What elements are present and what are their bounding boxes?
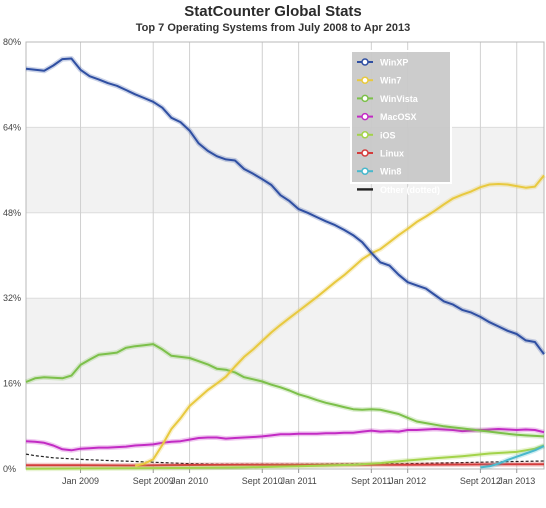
legend-marker-linux [361,149,369,157]
x-tick-label: Jan 2013 [498,476,535,486]
y-tick-label: 0% [3,464,16,474]
legend-marker-macosx [361,112,369,121]
y-tick-label: 16% [3,379,21,389]
legend-label-win7: Win7 [380,76,401,86]
legend-marker-win8 [361,167,369,175]
grid-band [26,383,544,469]
series-line-winvista [25,343,545,438]
x-tick-label: Sept 2011 [351,476,391,486]
y-tick-label: 64% [3,122,21,132]
legend-label-winvista: WinVista [380,94,419,104]
y-tick-label: 80% [3,37,21,47]
series-line-other-dotted [25,453,545,465]
legend-label-ios: iOS [380,130,396,140]
legend-label-winxp: WinXP [380,58,408,68]
x-tick-label: Jan 2011 [280,476,316,486]
y-tick-label: 32% [3,293,21,303]
series-line-winxp [25,57,545,355]
grid-band [26,298,544,384]
legend-marker-ios [361,131,369,139]
x-tick-label: Sept 2012 [460,476,501,486]
series-line-ios [25,444,545,470]
x-tick-label: Jan 2012 [389,476,426,486]
legend-marker-winvista [361,94,369,103]
legend-marker-win7 [361,76,369,84]
y-tick-label: 48% [3,208,21,218]
grid-band [26,42,544,128]
x-tick-label: Jan 2010 [171,476,208,486]
plot-area-border [25,41,545,470]
legend-label-linux: Linux [380,149,404,159]
chart-subtitle: Top 7 Operating Systems from July 2008 t… [135,22,411,34]
legend-marker-winxp [361,58,369,66]
series-line-win7 [134,174,545,467]
series-line-linux [26,463,544,467]
chart-title: StatCounter Global Stats [184,3,362,20]
legend-label-macosx: MacOSX [380,112,417,122]
grid-band [26,212,544,299]
legend-label-other-dotted: Other (dotted) [380,185,440,195]
series-line-win8 [480,445,545,469]
series-line-macosx [25,428,545,452]
x-tick-label: Sept 2009 [133,476,174,486]
x-tick-label: Jan 2009 [62,476,99,486]
x-tick-label: Sept 2010 [242,476,283,486]
legend-label-win8: Win8 [380,167,401,177]
